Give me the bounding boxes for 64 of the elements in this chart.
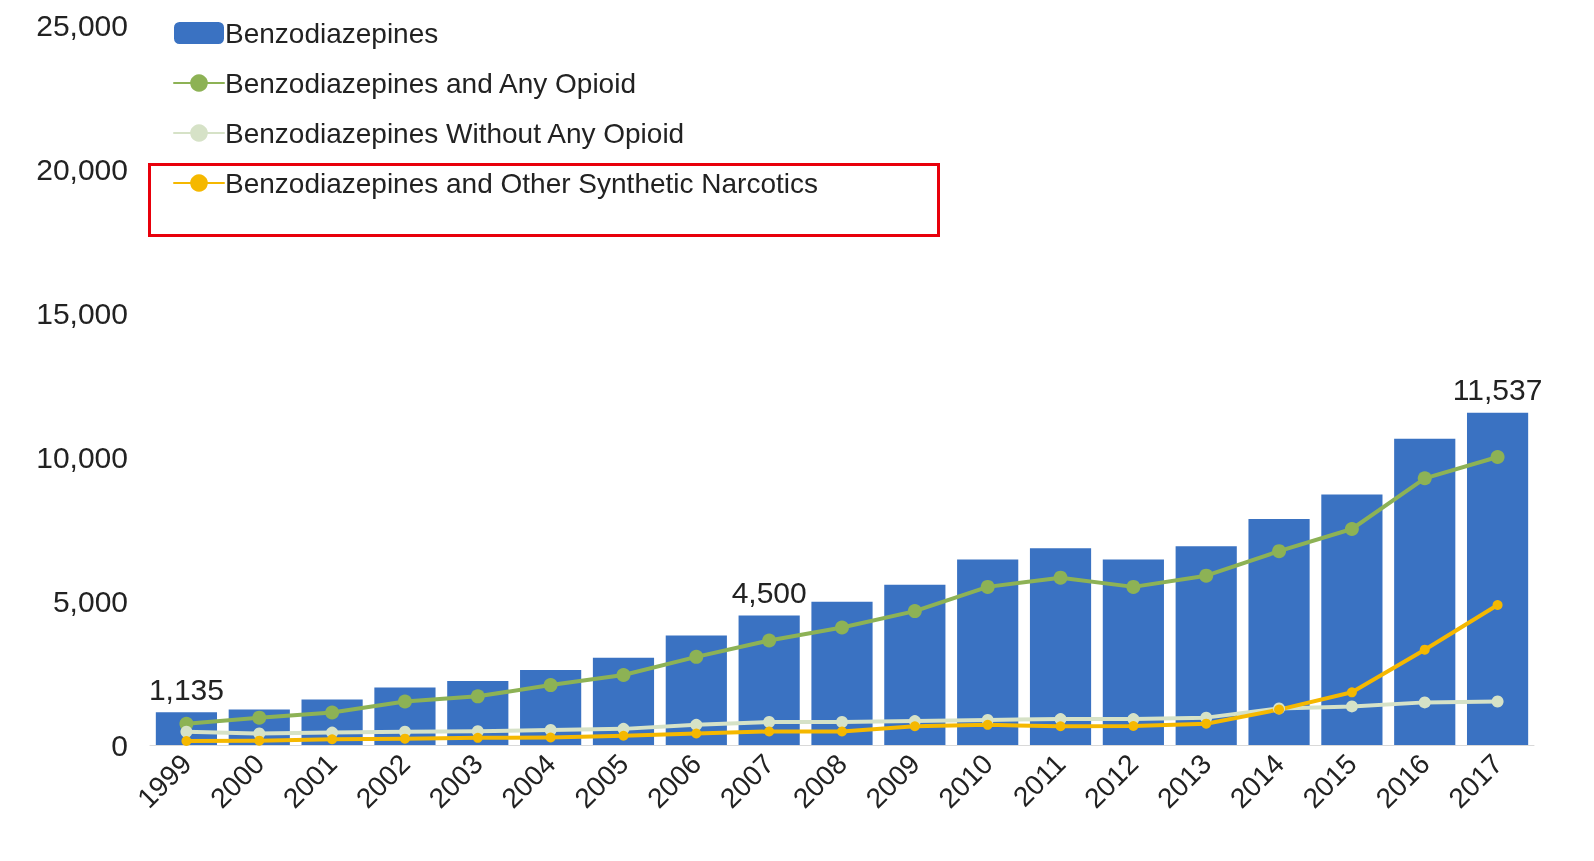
point [762,633,777,648]
point [1419,644,1430,655]
point [689,649,704,664]
bar [1102,559,1164,745]
y-tick-label: 0 [111,728,128,762]
point [618,730,629,741]
point [1490,450,1505,464]
point [982,719,993,730]
point [252,710,267,725]
point [543,678,558,693]
bar [1394,438,1456,745]
data-label: 1,135 [148,672,224,706]
point [980,579,995,594]
point [836,715,848,728]
point [1491,695,1504,708]
point [691,728,702,739]
data-label: 11,537 [1452,373,1543,407]
point [472,732,483,743]
point [254,735,265,746]
point [1344,522,1359,536]
point [909,721,920,732]
y-tick-label: 5,000 [52,584,128,618]
data-label: 4,500 [731,575,807,609]
point [1201,718,1212,729]
point [1272,544,1287,559]
bar [957,559,1019,745]
point [1053,570,1068,585]
y-tick-label: 10,000 [36,440,128,474]
point [907,604,922,619]
legend-label: Benzodiazepines Without Any Opioid [225,117,685,149]
point [1345,700,1358,713]
point [837,726,847,737]
point [764,726,775,737]
point [545,732,556,743]
legend-label: Benzodiazepines [225,17,439,49]
point [1417,471,1432,486]
point [763,715,776,728]
point [1418,696,1431,709]
point [1055,721,1066,732]
point [1126,579,1141,594]
y-tick-label: 20,000 [36,152,128,186]
point [1492,600,1503,611]
bar [1466,412,1529,745]
point [470,689,485,704]
point [1346,687,1357,698]
point [397,694,412,709]
point [399,733,410,744]
bar [1175,546,1237,745]
bar [1029,548,1092,745]
point [1199,568,1214,583]
bar [884,584,946,745]
point [1128,720,1139,731]
bar [1321,494,1383,745]
bar [1248,518,1310,745]
legend-label: Benzodiazepines and Other Synthetic Narcotics [225,167,818,199]
point [180,725,193,738]
y-tick-label: 25,000 [36,8,128,42]
legend-label: Benzodiazepines and Any Opioid [225,67,636,99]
point [835,620,849,635]
y-tick-label: 15,000 [36,296,128,330]
point [181,735,192,746]
point [327,734,338,745]
point [616,668,631,683]
point [325,705,340,720]
